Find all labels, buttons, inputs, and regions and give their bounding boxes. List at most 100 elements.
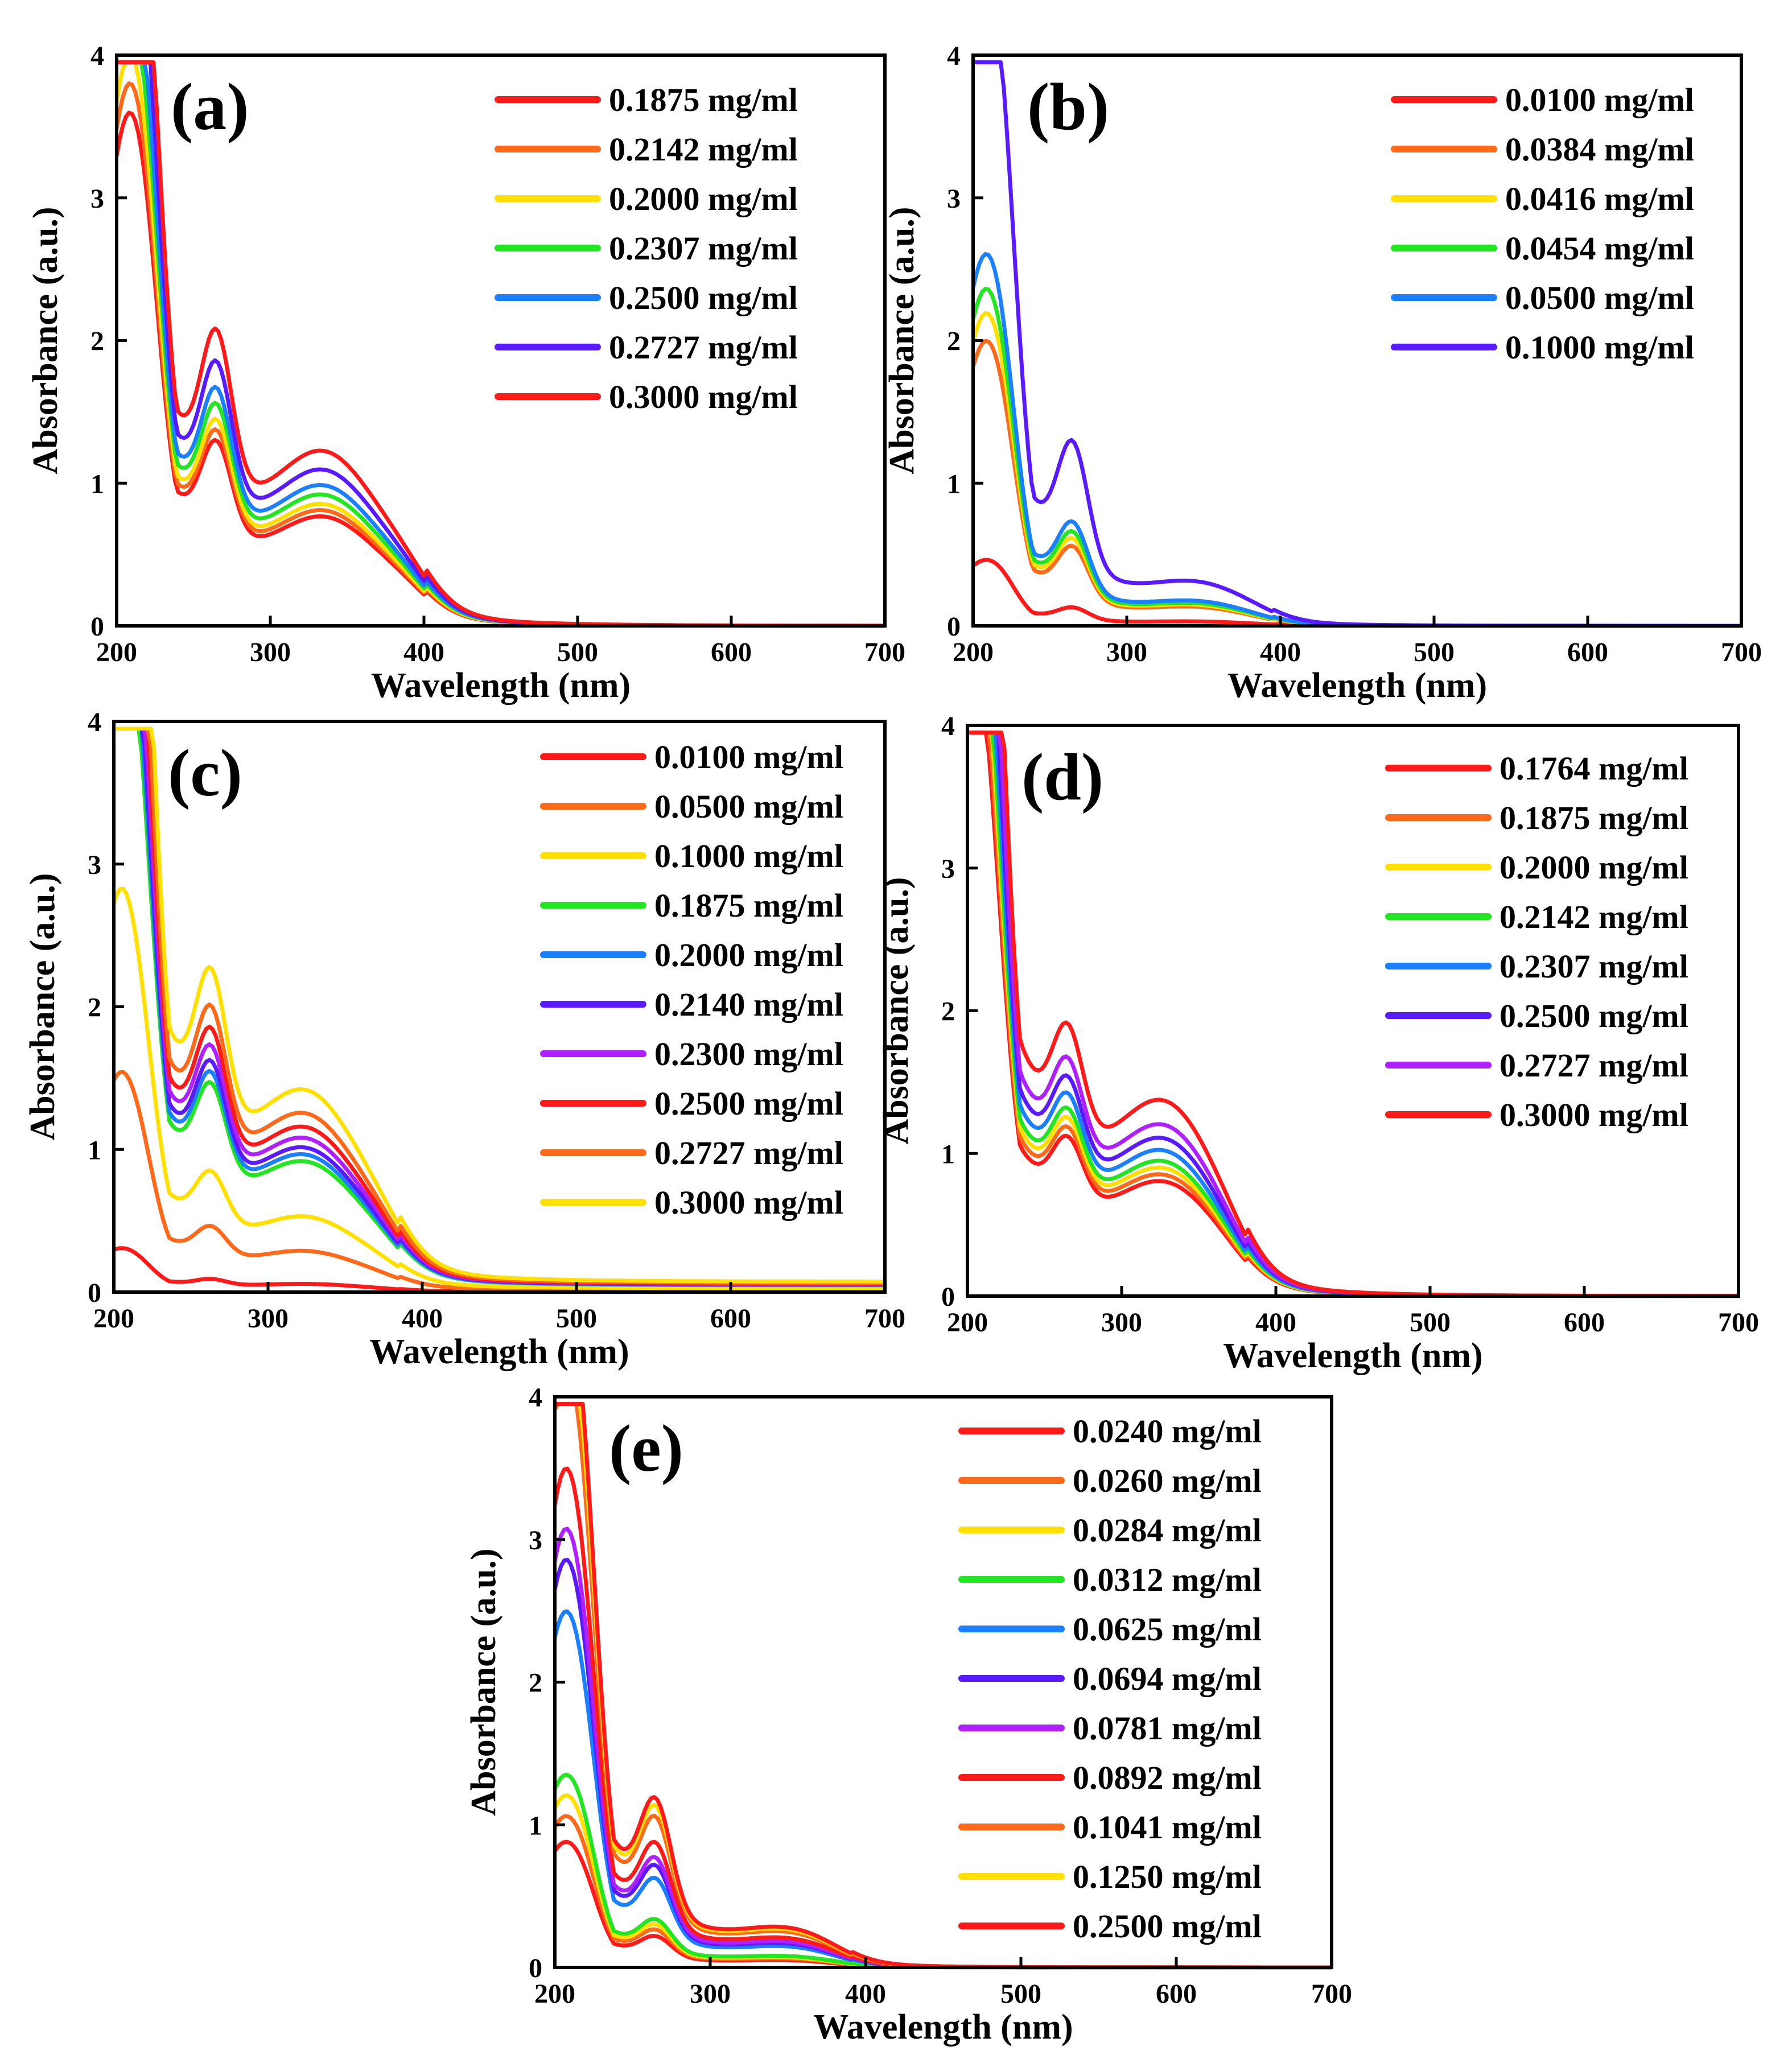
x-axis-title: Wavelength (nm) <box>1223 1336 1482 1375</box>
legend-label: 0.2727 mg/ml <box>654 1134 843 1171</box>
legend-label: 0.0454 mg/ml <box>1505 230 1694 267</box>
legend-label: 0.3000 mg/ml <box>654 1184 843 1221</box>
x-tick-label: 700 <box>1721 637 1762 667</box>
legend-label: 0.2140 mg/ml <box>654 986 843 1023</box>
y-tick-label: 4 <box>941 711 955 741</box>
x-tick-label: 300 <box>250 637 291 667</box>
y-tick-label: 2 <box>947 327 961 357</box>
x-tick-label: 500 <box>1414 637 1455 667</box>
legend-label: 0.1041 mg/ml <box>1073 1809 1262 1846</box>
legend-label: 0.1000 mg/ml <box>654 838 843 874</box>
x-tick-label: 600 <box>1567 637 1608 667</box>
legend-label: 0.2000 mg/ml <box>1499 849 1688 886</box>
y-tick-label: 1 <box>90 469 104 499</box>
x-axis-title: Wavelength (nm) <box>1227 666 1487 705</box>
chart-panel-3: 200 300 400 500 600 700 0 1 2 3 4 Wavelength (nm) Ab… <box>23 707 905 1371</box>
x-tick-label: 400 <box>402 1303 443 1334</box>
y-tick-label: 3 <box>947 184 961 214</box>
y-tick-label: 3 <box>90 184 104 214</box>
spectrum-line-2 <box>971 339 1741 628</box>
chart-panel-1: 200 300 400 500 600 700 0 1 2 3 4 Wavelength (nm) Ab… <box>26 41 905 705</box>
legend-label: 0.2142 mg/ml <box>1499 898 1688 935</box>
legend-label: 0.0500 mg/ml <box>1505 279 1694 316</box>
legend-label: 0.2500 mg/ml <box>1499 997 1688 1034</box>
y-axis-title: Absorbance (a.u.) <box>23 873 62 1140</box>
y-tick-label: 2 <box>88 993 101 1023</box>
y-tick-label: 3 <box>88 850 101 880</box>
panel-label: (c) <box>168 736 242 810</box>
x-tick-label: 400 <box>845 1979 886 2009</box>
panel-label: (a) <box>171 69 249 144</box>
legend: 0.0100 mg/ml 0.0500 mg/ml 0.1000 mg/ml 0.18… <box>540 739 843 1221</box>
y-axis-title: Absorbance (a.u.) <box>883 207 921 474</box>
legend-label: 0.0384 mg/ml <box>1505 131 1694 168</box>
legend-label: 0.1875 mg/ml <box>1499 799 1688 836</box>
y-tick-label: 4 <box>90 41 104 71</box>
legend-label: 0.1875 mg/ml <box>609 81 798 118</box>
legend-label: 0.0416 mg/ml <box>1505 180 1694 217</box>
legend-label: 0.3000 mg/ml <box>609 378 798 415</box>
legend-label: 0.2500 mg/ml <box>654 1085 843 1122</box>
x-tick-label: 500 <box>1000 1979 1041 2009</box>
legend-label: 0.2727 mg/ml <box>609 329 798 366</box>
y-tick-label: 2 <box>941 997 955 1027</box>
legend-label: 0.2000 mg/ml <box>609 180 798 217</box>
panel-label: (e) <box>609 1411 683 1486</box>
legend: 0.1764 mg/ml 0.1875 mg/ml 0.2000 mg/ml 0.21… <box>1385 750 1688 1133</box>
legend-label: 0.1250 mg/ml <box>1073 1858 1262 1895</box>
y-axis-title: Absorbance (a.u.) <box>877 877 916 1144</box>
x-tick-label: 300 <box>690 1979 731 2009</box>
y-tick-label: 1 <box>947 469 961 499</box>
chart-panel-2: 200 300 400 500 600 700 0 1 2 3 4 Wavelength (nm) Ab… <box>883 41 1762 705</box>
legend-label: 0.0892 mg/ml <box>1073 1759 1262 1796</box>
x-tick-label: 200 <box>93 1303 134 1334</box>
legend-label: 0.0500 mg/ml <box>654 788 843 825</box>
x-tick-label: 400 <box>403 637 444 667</box>
y-tick-label: 4 <box>88 707 101 737</box>
legend-label: 0.0625 mg/ml <box>1073 1611 1262 1648</box>
x-tick-label: 500 <box>556 1303 597 1334</box>
spectra-group <box>112 727 885 1294</box>
legend-label: 0.1764 mg/ml <box>1499 750 1688 787</box>
panel-label: (d) <box>1021 740 1103 814</box>
legend-label: 0.2000 mg/ml <box>654 937 843 973</box>
x-tick-label: 700 <box>1311 1979 1352 2009</box>
y-tick-label: 1 <box>529 1810 542 1841</box>
x-tick-label: 500 <box>1410 1307 1451 1338</box>
y-tick-label: 4 <box>529 1383 542 1413</box>
x-axis-title: Wavelength (nm) <box>371 666 631 705</box>
legend-label: 0.0100 mg/ml <box>654 739 843 775</box>
y-tick-label: 2 <box>529 1668 542 1698</box>
x-tick-label: 200 <box>96 637 137 667</box>
legend-label: 0.0100 mg/ml <box>1505 81 1694 118</box>
x-tick-label: 600 <box>1564 1307 1605 1338</box>
legend-label: 0.3000 mg/ml <box>1499 1096 1688 1133</box>
legend-label: 0.2500 mg/ml <box>1073 1908 1262 1945</box>
legend-label: 0.0312 mg/ml <box>1073 1561 1262 1598</box>
y-tick-label: 2 <box>90 327 104 357</box>
panel-label: (b) <box>1027 69 1109 144</box>
legend-label: 0.2142 mg/ml <box>609 131 798 168</box>
x-tick-label: 600 <box>711 637 752 667</box>
x-tick-label: 700 <box>864 1303 905 1334</box>
y-tick-label: 0 <box>88 1278 101 1308</box>
y-tick-label: 3 <box>529 1525 542 1556</box>
x-axis-title: Wavelength (nm) <box>813 2008 1073 2047</box>
legend-label: 0.1875 mg/ml <box>654 887 843 924</box>
legend-label: 0.2307 mg/ml <box>609 230 798 267</box>
y-tick-label: 0 <box>941 1282 955 1312</box>
legend-label: 0.0260 mg/ml <box>1073 1462 1262 1499</box>
x-tick-label: 300 <box>1101 1307 1142 1338</box>
x-tick-label: 400 <box>1260 637 1301 667</box>
x-tick-label: 300 <box>1106 637 1147 667</box>
legend-label: 0.2727 mg/ml <box>1499 1047 1688 1084</box>
x-tick-label: 200 <box>953 637 994 667</box>
spectrum-line-3 <box>112 886 885 1290</box>
chart-panel-4: 200 300 400 500 600 700 0 1 2 3 4 Wavelength (nm) Ab… <box>877 711 1759 1375</box>
y-tick-label: 0 <box>947 612 961 642</box>
y-tick-label: 4 <box>947 41 961 71</box>
legend-label: 0.0240 mg/ml <box>1073 1413 1262 1450</box>
y-tick-label: 1 <box>941 1139 955 1169</box>
x-tick-label: 700 <box>864 637 905 667</box>
